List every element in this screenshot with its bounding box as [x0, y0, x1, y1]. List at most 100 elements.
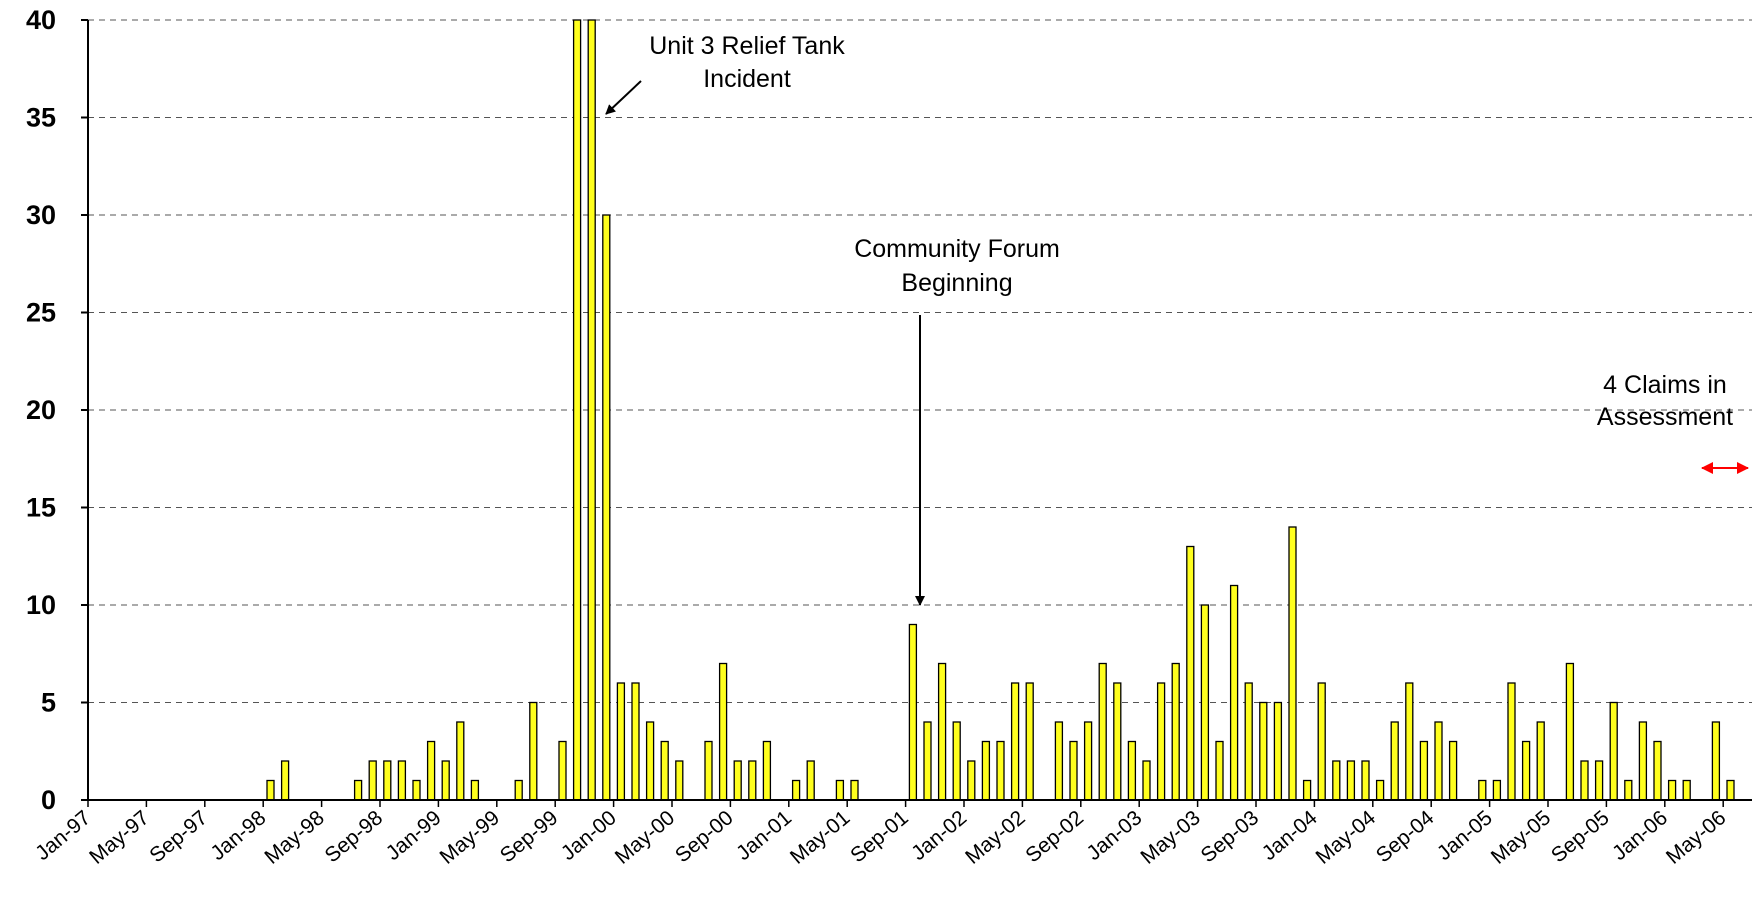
bar: Aug-00: 7	[718, 662, 728, 801]
annotation-community-forum-line1: Community Forum	[854, 235, 1060, 263]
bar: Jul-05: 2	[1580, 760, 1589, 801]
bar: Sep-02: 4	[1083, 721, 1093, 801]
y-tick-label: 0	[41, 785, 56, 815]
bar: Mar-02: 3	[996, 740, 1005, 801]
x-tick-label: Jan-06	[1608, 806, 1672, 865]
bar: Nov-05: 4	[1638, 721, 1648, 801]
bar: May-03: 10	[1200, 604, 1210, 801]
bar: Dec-02: 3	[1127, 740, 1137, 801]
bar: Mar-03: 7	[1171, 662, 1180, 801]
bar: Feb-03: 6	[1156, 682, 1166, 801]
bar: May-04: 1	[1375, 779, 1385, 801]
y-tick-label: 25	[26, 298, 56, 328]
bar: Feb-99: 4	[456, 721, 465, 801]
bar: Nov-00: 3	[762, 740, 772, 801]
x-tick-label: May-04	[1312, 806, 1381, 869]
bar: Jun-04: 4	[1390, 721, 1399, 801]
bar: Apr-02: 6	[1010, 682, 1020, 801]
bar: Apr-06: 4	[1711, 721, 1721, 801]
x-tick-label: Jan-05	[1433, 806, 1497, 865]
bar: Jul-00: 3	[704, 740, 713, 801]
bar: Nov-02: 6	[1113, 682, 1122, 801]
bar: Sep-99: 3	[558, 740, 567, 801]
bar: Sep-00: 2	[733, 760, 742, 801]
y-tick-label: 40	[26, 5, 56, 35]
bar: Mar-04: 2	[1346, 760, 1356, 801]
x-tick-label: Sep-97	[145, 806, 212, 867]
annotation-relief-tank: Unit 3 Relief Tank Incident	[605, 32, 845, 115]
bar: Sep-05: 5	[1609, 701, 1618, 801]
bar: Jan-02: 2	[967, 760, 976, 801]
x-tick-label: Jan-01	[732, 806, 796, 865]
x-tick-label: Jan-97	[31, 806, 95, 865]
x-axis-ticks: Jan-97May-97Sep-97Jan-98May-98Sep-98Jan-…	[31, 800, 1730, 869]
bar: Apr-03: 13	[1186, 545, 1195, 801]
bar: Nov-01: 7	[937, 662, 947, 801]
bar: Jul-02: 4	[1054, 721, 1064, 801]
bar: Sep-01: 9	[908, 623, 918, 801]
bar: Dec-01: 4	[952, 721, 961, 801]
bar: Aug-02: 3	[1069, 740, 1078, 801]
bar: Sep-04: 4	[1434, 721, 1443, 801]
x-tick-label: May-97	[85, 806, 153, 869]
x-tick-label: May-02	[961, 806, 1029, 869]
x-tick-label: May-98	[260, 806, 328, 869]
bar: Apr-01: 1	[835, 779, 845, 801]
bar: Jan-98: 1	[266, 779, 275, 801]
bar: Jun-03: 3	[1215, 740, 1224, 801]
gridlines	[88, 19, 1752, 703]
bar: Jan-00: 6	[616, 682, 626, 801]
x-tick-label: Jan-98	[206, 806, 270, 865]
bar: Mar-00: 4	[645, 721, 655, 801]
y-tick-label: 20	[26, 395, 56, 425]
bar: Aug-05: 2	[1594, 760, 1604, 801]
bar: Aug-04: 3	[1419, 740, 1429, 801]
bar: May-02: 6	[1025, 682, 1034, 801]
bar: Sep-03: 5	[1259, 701, 1268, 801]
x-tick-label: May-06	[1662, 806, 1730, 869]
y-tick-label: 10	[26, 590, 56, 620]
x-tick-label: May-05	[1487, 806, 1555, 869]
bar: Jan-04: 6	[1317, 682, 1326, 801]
bar: Oct-02: 7	[1098, 662, 1107, 801]
bar: Nov-98: 1	[412, 779, 421, 801]
bar: Dec-99: 30	[602, 214, 611, 801]
bar: Jul-99: 5	[529, 701, 538, 801]
y-tick-label: 5	[41, 688, 56, 718]
x-tick-label: Jan-99	[382, 806, 446, 865]
bar: Oct-05: 1	[1624, 779, 1633, 801]
bar: Jun-99: 1	[514, 779, 523, 801]
annotation-claims-assessment: 4 Claims in Assessment	[1597, 371, 1749, 474]
x-tick-label: Sep-04	[1372, 806, 1439, 867]
bar: Nov-03: 14	[1288, 526, 1297, 801]
bar: May-01: 1	[850, 779, 859, 801]
bar: Nov-99: 40	[587, 19, 596, 801]
bar: Jan-06: 1	[1667, 779, 1677, 801]
bar: Feb-06: 1	[1682, 779, 1691, 801]
y-tick-label: 35	[26, 103, 56, 133]
annotation-claims-assessment-line2: Assessment	[1597, 403, 1733, 431]
bar: Apr-05: 4	[1536, 721, 1545, 801]
x-tick-label: Sep-00	[671, 806, 738, 867]
bar: Dec-05: 3	[1653, 740, 1662, 801]
x-tick-label: Sep-03	[1197, 806, 1264, 867]
x-tick-label: Sep-05	[1547, 806, 1614, 867]
bar: Jan-01: 1	[791, 779, 801, 801]
bar: Aug-03: 6	[1244, 682, 1253, 801]
bar: Jan-05: 1	[1492, 779, 1502, 801]
bar: Feb-98: 2	[280, 760, 290, 801]
x-tick-label: May-03	[1136, 806, 1204, 869]
bar: Feb-02: 3	[981, 740, 991, 801]
y-tick-label: 15	[26, 493, 56, 523]
bar: Mar-99: 1	[470, 779, 480, 801]
x-tick-label: May-00	[611, 806, 679, 869]
bar: Apr-04: 2	[1361, 760, 1370, 801]
x-tick-label: Jan-04	[1258, 806, 1322, 865]
x-tick-label: Sep-01	[846, 806, 913, 867]
x-tick-label: Jan-02	[907, 806, 971, 865]
annotation-community-forum-line2: Beginning	[901, 269, 1012, 297]
x-tick-label: May-01	[786, 806, 854, 869]
bar: Dec-03: 1	[1302, 779, 1312, 801]
bar: Feb-01: 2	[806, 760, 815, 801]
